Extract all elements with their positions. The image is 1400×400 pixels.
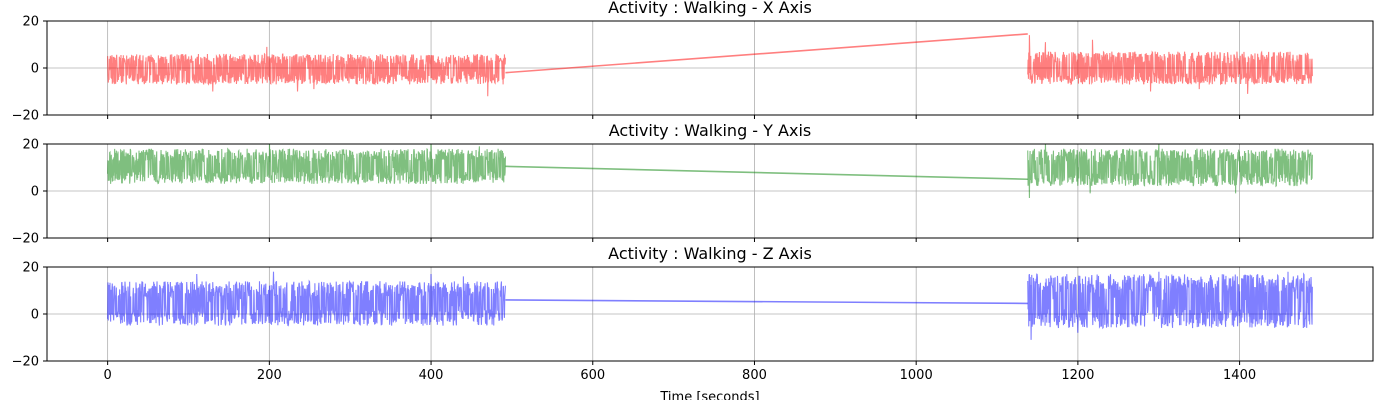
y-tick-label: 20: [22, 261, 39, 276]
x-tick-label: 600: [580, 368, 605, 383]
signal-series-segment-2: [1027, 271, 1313, 340]
gap-connector-line: [505, 165, 1028, 181]
signal-series-segment-1: [107, 271, 506, 327]
signal-series-segment-1: [107, 46, 506, 97]
y-tick-label: 0: [31, 185, 39, 200]
x-tick-label: 0: [103, 368, 111, 383]
signal-series-segment-2: [1027, 35, 1313, 94]
panel-title: Activity : Walking - Z Axis: [608, 244, 812, 263]
x-tick-label: 1000: [900, 368, 933, 383]
panel-2: −20 0 20 Activity : Walking - Y Axis: [12, 121, 1374, 247]
y-tick-label: −20: [12, 232, 39, 247]
panel-title: Activity : Walking - X Axis: [608, 0, 812, 17]
x-tick-label: 200: [257, 368, 282, 383]
x-tick-label: 400: [419, 368, 444, 383]
y-tick-label: −20: [12, 355, 39, 370]
x-tick-label: 1200: [1061, 368, 1094, 383]
y-tick-label: 0: [31, 62, 39, 77]
y-tick-label: 0: [31, 308, 39, 323]
signal-series-segment-2: [1027, 143, 1313, 199]
y-tick-label: 20: [22, 138, 39, 153]
panel-1: −20 0 20 Activity : Walking - X Axis: [12, 0, 1374, 124]
y-tick-label: 20: [22, 15, 39, 30]
x-axis-label: Time [seconds]: [659, 390, 759, 400]
gap-connector-line: [505, 299, 1028, 305]
gap-connector-line: [505, 33, 1028, 74]
signal-series-segment-1: [107, 143, 506, 185]
x-tick-label: 800: [742, 368, 767, 383]
x-tick-label: 1400: [1223, 368, 1256, 383]
panel-title: Activity : Walking - Y Axis: [609, 121, 811, 140]
panels: −20 0 20 Activity : Walking - X Axis −20 0 20 A…: [12, 0, 1374, 400]
y-tick-label: −20: [12, 109, 39, 124]
